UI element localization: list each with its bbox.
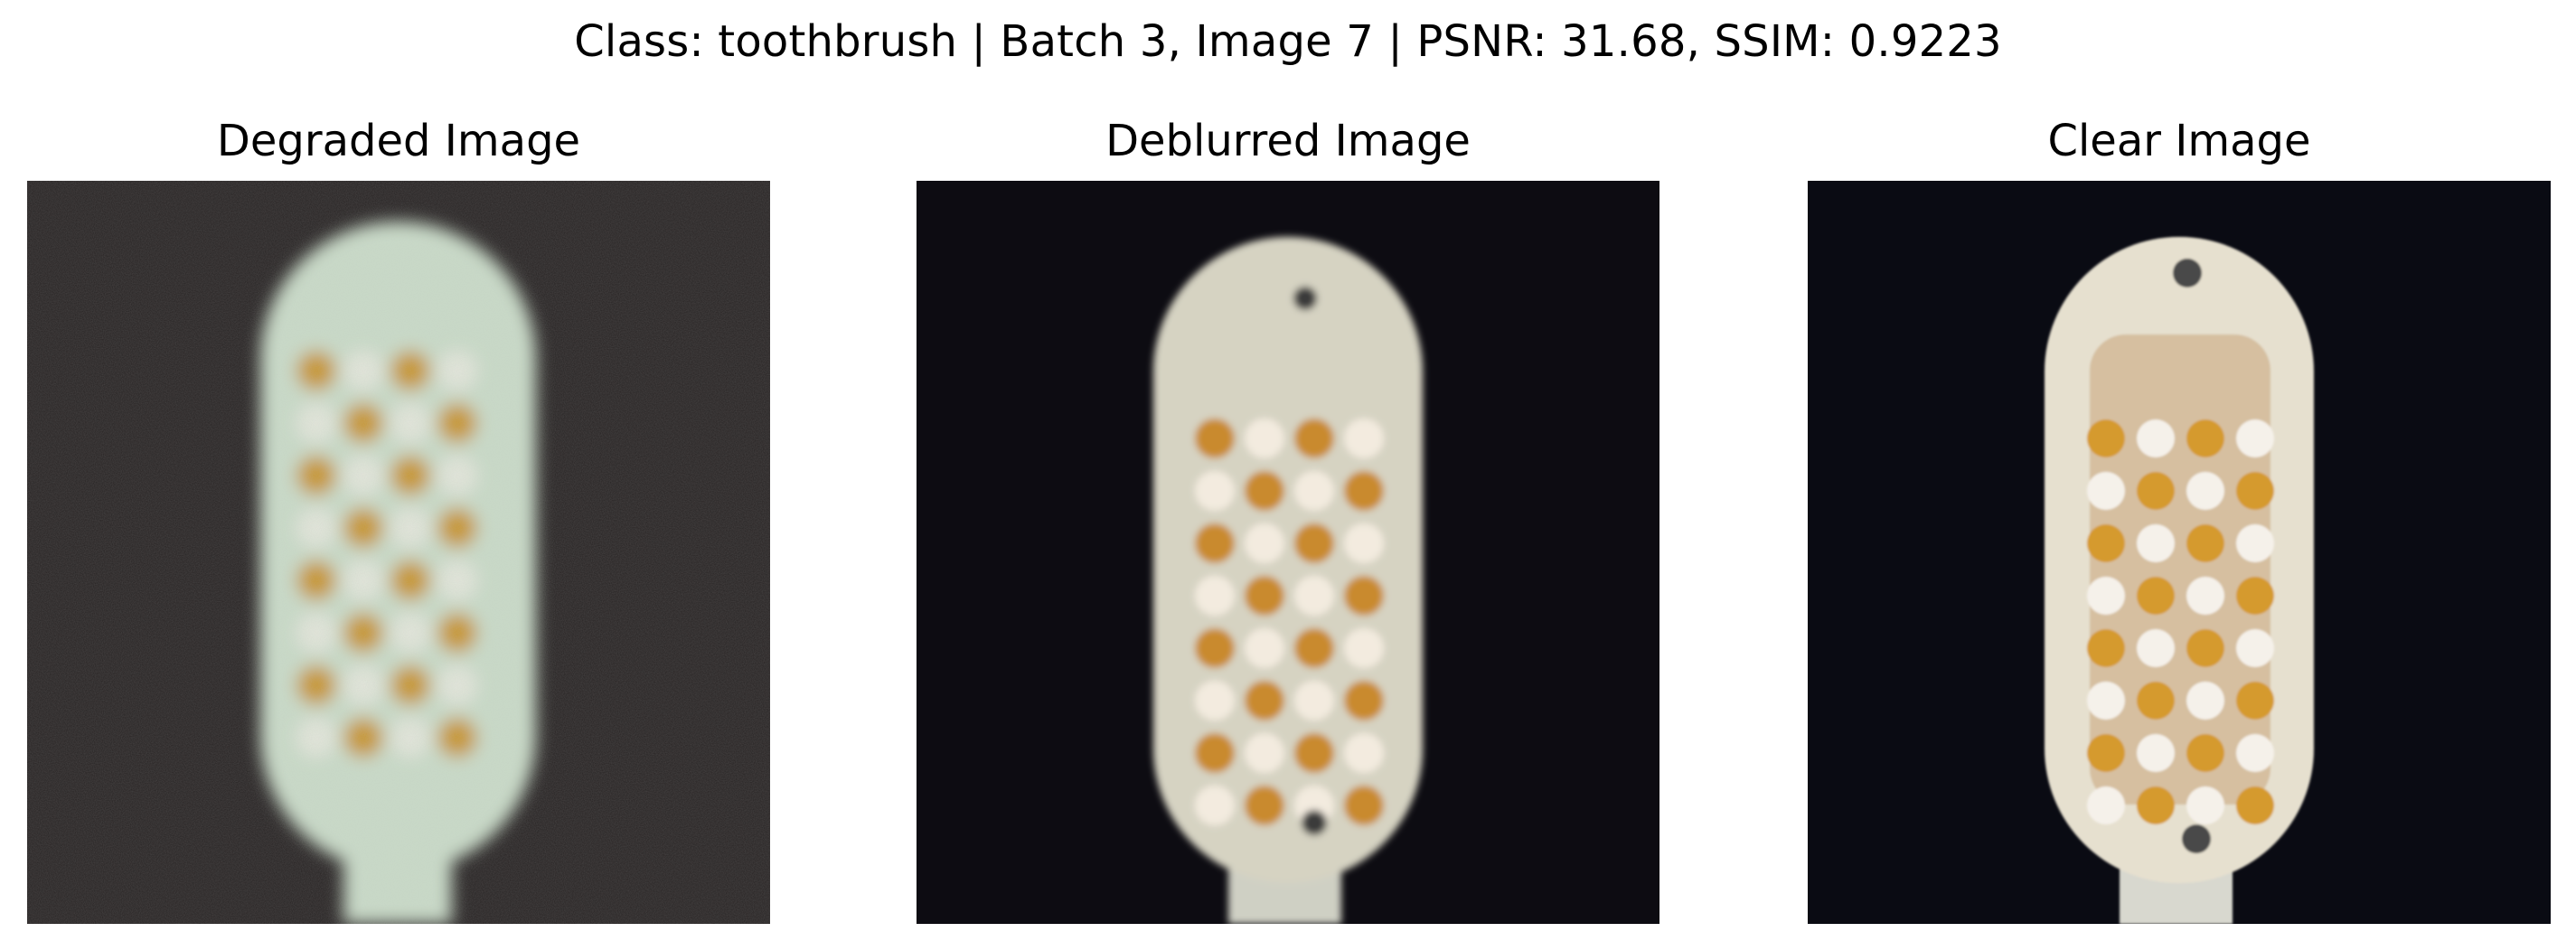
bristle-tuft [1195,733,1235,773]
bristle-tuft [2087,734,2125,772]
bristle-tuft [1195,471,1235,511]
bristle-tuft [2186,472,2224,510]
bristle-tuft [1344,419,1384,458]
bristle-tuft [1195,628,1235,668]
bristle-tuft [2236,682,2274,720]
bristle-tuft [1344,576,1384,616]
bristle-tuft [2236,629,2274,667]
bristle-tuft [1344,471,1384,511]
clear-image [1808,181,2551,924]
bristle-tuft [1294,576,1334,616]
bristle-tuft [1344,628,1384,668]
bristle-tuft [1294,733,1334,773]
bristle-tuft [2087,786,2125,824]
bristle-tuft [2137,524,2175,562]
bristle-tuft [1245,576,1284,616]
hole-bottom [1302,810,1327,835]
bristle-tuft [2137,629,2175,667]
bristle-tuft [2236,472,2274,510]
degraded-title: Degraded Image [216,116,581,166]
bristle-tuft [2087,472,2125,510]
bristle-tuft [1195,419,1235,458]
bristle-tuft [2236,419,2274,457]
bristle-tuft [2186,419,2224,457]
bristle-tuft [2087,577,2125,615]
bristle-tuft [2087,629,2125,667]
bristle-tuft [2186,734,2224,772]
bristle-tuft [1195,523,1235,563]
bristle-tuft [1245,419,1284,458]
bristle-tuft [2137,419,2175,457]
bristle-tuft [2236,786,2274,824]
bristle-tuft [1195,576,1235,616]
bristle-tuft [1245,628,1284,668]
bristle-tuft [2186,524,2224,562]
deblurred-image [917,181,1659,924]
bristle-tuft [2137,682,2175,720]
bristle-tuft [2137,472,2175,510]
degraded-image [27,181,770,924]
bristle-tuft [1294,628,1334,668]
bristle-tuft [1344,733,1384,773]
toothbrush-head [1153,237,1423,883]
bristle-tuft [2186,786,2224,824]
bristle-tuft [1344,786,1384,825]
bristle-tuft [1294,419,1334,458]
bristle-tuft [1294,471,1334,511]
bristle-tuft [1344,523,1384,563]
bristle-tuft [1294,681,1334,720]
bristle-tuft [2137,786,2175,824]
bristle-tuft [1294,523,1334,563]
bristle-tuft [1245,471,1284,511]
bristle-tuft [2087,524,2125,562]
bristle-tuft [1245,786,1284,825]
bristle-tuft [2087,682,2125,720]
bristle-tuft [2236,734,2274,772]
bristle-grid [1195,419,1384,825]
bristle-tuft [2137,577,2175,615]
bristle-tuft [2186,682,2224,720]
bristle-tuft [1245,681,1284,720]
bristle-tuft [2137,734,2175,772]
bristle-base [2090,334,2270,805]
figure-title: Class: toothbrush | Batch 3, Image 7 | P… [574,16,2002,67]
bristle-tuft [1245,733,1284,773]
hole-top [1293,287,1317,310]
bristle-tuft [2186,577,2224,615]
bristle-tuft [1195,786,1235,825]
bristle-tuft [2087,419,2125,457]
clear-title: Clear Image [2047,116,2311,166]
bristle-tuft [2186,629,2224,667]
hole-bottom [2182,824,2211,853]
bristle-tuft [2236,577,2274,615]
bristle-grid [2087,419,2274,824]
deblurred-title: Deblurred Image [1105,116,1471,166]
bristle-tuft [1245,523,1284,563]
bristle-tuft [2236,524,2274,562]
bristle-tuft [1344,681,1384,720]
hole-top [2173,259,2202,287]
bristle-tuft [1195,681,1235,720]
